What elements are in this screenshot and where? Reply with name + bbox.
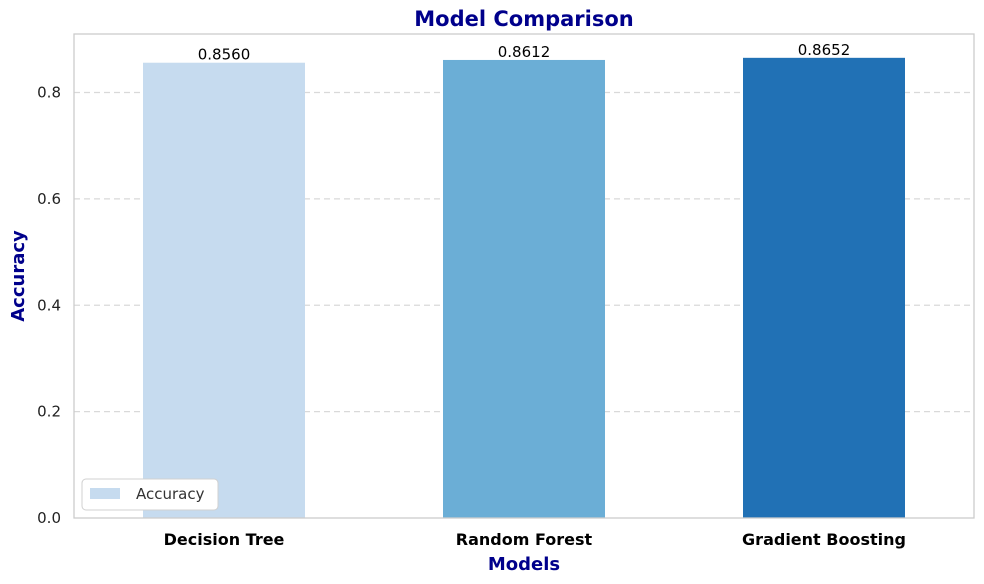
bar-value-label: 0.8612 [498, 43, 551, 61]
x-tick-label: Decision Tree [164, 530, 285, 549]
bar-value-label: 0.8652 [798, 41, 851, 59]
legend: Accuracy [81, 478, 219, 511]
y-tick-label: 0.6 [37, 190, 61, 208]
y-axis-label: Accuracy [8, 230, 29, 322]
chart-title: Model Comparison [414, 7, 633, 31]
x-tick-label: Gradient Boosting [742, 530, 906, 549]
bar [143, 62, 305, 518]
x-tick-labels: Decision Tree Random Forest Gradient Boost… [164, 530, 906, 549]
y-tick-label: 0.4 [37, 296, 61, 314]
legend-swatch [90, 488, 120, 499]
bar-value-label: 0.8560 [198, 46, 251, 64]
x-tick-label: Random Forest [456, 530, 593, 549]
plot-frame [73, 33, 975, 519]
y-tick-labels: 0.0 0.2 0.4 0.6 0.8 [37, 84, 61, 527]
y-tick-label: 0.8 [37, 84, 61, 102]
y-tick-label: 0.2 [37, 403, 61, 421]
bar [743, 57, 905, 518]
legend-box [81, 478, 219, 511]
legend-entry-accuracy: Accuracy [136, 485, 205, 503]
data-labels: 0.8560 0.8612 0.8652 [198, 41, 851, 64]
x-axis-label: Models [488, 554, 560, 575]
bar [443, 59, 605, 518]
bars [143, 57, 905, 518]
y-tick-label: 0.0 [37, 509, 61, 527]
